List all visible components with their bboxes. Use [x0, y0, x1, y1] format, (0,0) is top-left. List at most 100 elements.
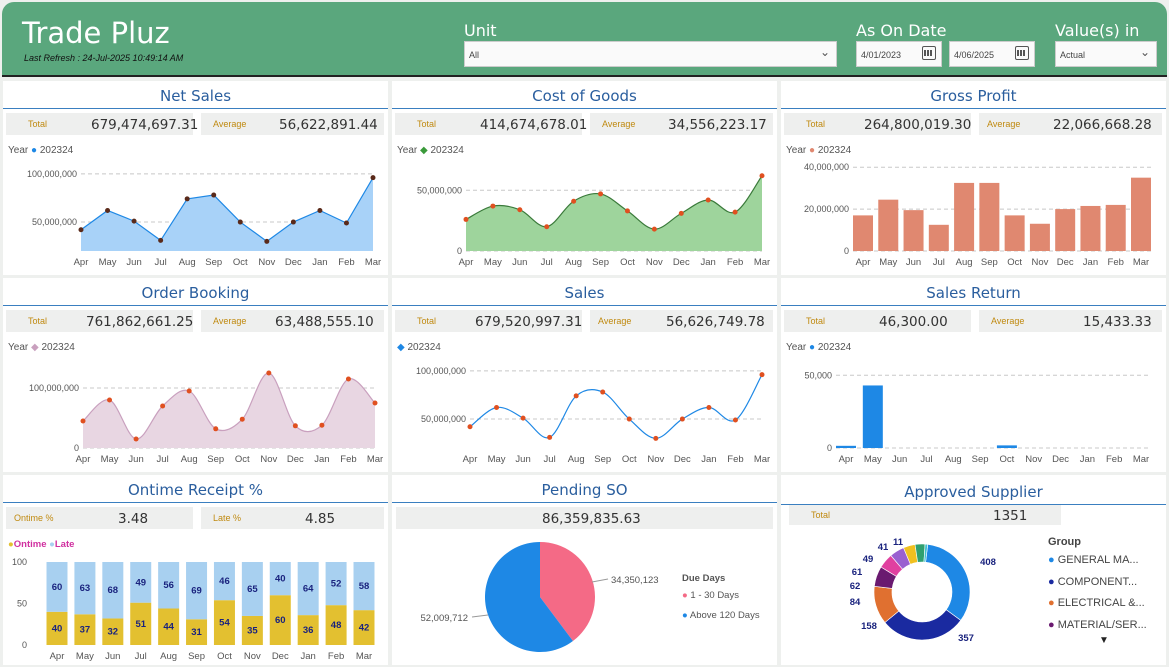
- date-from-field[interactable]: 4/01/2023: [856, 41, 942, 67]
- data-point: [184, 196, 190, 202]
- legend-title: Year: [8, 145, 29, 156]
- bar: [862, 385, 883, 448]
- x-tick-label: Apr: [839, 454, 854, 465]
- sales-chart: 100,000,000 50,000,000 Apr May Jun Jul Aug Sep O…: [416, 366, 770, 465]
- x-tick-label: Mar: [356, 651, 372, 662]
- data-point: [133, 436, 139, 442]
- x-tick-label: Jul: [135, 651, 147, 662]
- legend-title: Year: [786, 342, 807, 353]
- data-label: 65: [247, 584, 258, 595]
- header-divider: [2, 75, 1167, 77]
- data-point: [759, 372, 765, 378]
- title-underline: [3, 305, 388, 306]
- bar-late: [269, 562, 291, 596]
- legend-item: ● MATERIAL/SER...: [1048, 619, 1147, 631]
- x-tick-label: Jun: [892, 454, 907, 465]
- data-point: [317, 207, 323, 213]
- data-point: [463, 216, 469, 222]
- data-point: [343, 220, 349, 226]
- data-point: [600, 389, 606, 395]
- kpi-label: Average: [602, 119, 636, 129]
- data-point: [467, 424, 473, 430]
- sales-panel: Sales Total 679,520,997.31 Average 56,626,…: [392, 278, 777, 472]
- chart-legend: Year ● 202324: [786, 145, 851, 156]
- legend-dot-icon: ●: [1048, 554, 1058, 566]
- data-label: 40: [52, 623, 63, 634]
- x-tick-label: Feb: [338, 257, 354, 268]
- series-line: [80, 177, 374, 243]
- data-label: 64: [303, 584, 314, 595]
- calendar-icon[interactable]: [922, 46, 936, 60]
- y-tick-label: 0: [457, 246, 462, 256]
- legend-title: Group: [1048, 536, 1081, 548]
- y-tick-label: 100,000,000: [416, 366, 466, 376]
- kpi-label: Total: [811, 510, 831, 520]
- title-underline: [392, 305, 777, 306]
- legend-item: ● Above 120 Days: [682, 610, 760, 621]
- data-label: 35: [247, 625, 258, 636]
- x-tick-label: Jan: [1083, 257, 1098, 268]
- data-point: [678, 210, 684, 216]
- bar-ontime: [241, 615, 263, 645]
- legend-diamond-icon: ◆: [420, 145, 428, 156]
- panel-title: Net Sales: [159, 87, 232, 105]
- slice-label: 62: [850, 581, 861, 592]
- legend-label: 202324: [817, 145, 852, 156]
- bar: [1029, 223, 1050, 251]
- slice-label: 84: [850, 597, 861, 608]
- kpi-value: 34,556,223.17: [668, 117, 767, 133]
- x-tick-label: Mar: [1133, 257, 1149, 268]
- data-label: 60: [275, 615, 286, 626]
- kpi-average: Average 15,433.33: [979, 310, 1162, 332]
- x-tick-label: Sep: [207, 454, 224, 465]
- data-label: 40: [275, 574, 286, 585]
- leader-line: [471, 614, 489, 618]
- kpi-total: Total 761,862,661.25: [6, 310, 193, 332]
- x-tick-label: Jun: [128, 454, 143, 465]
- donut-slice: [925, 544, 971, 621]
- bar-late: [241, 562, 263, 616]
- x-tick-label: May: [101, 454, 119, 465]
- panel-title: Sales Return: [926, 284, 1021, 302]
- x-tick-label: Jul: [544, 454, 556, 465]
- data-point: [571, 198, 577, 204]
- y-tick-label: 50: [17, 599, 27, 609]
- data-point: [211, 192, 217, 198]
- kpi-value: 56,626,749.78: [666, 314, 765, 330]
- donut-slice: [923, 543, 929, 563]
- x-tick-label: Apr: [50, 651, 65, 662]
- bar-ontime: [186, 619, 208, 645]
- legend-label: 1 - 30 Days: [690, 590, 739, 601]
- scroll-down-icon[interactable]: ▼: [1099, 635, 1109, 646]
- values-in-dropdown[interactable]: Actual ⌄: [1055, 41, 1157, 67]
- data-point: [705, 197, 711, 203]
- kpi-value: 3.48: [118, 511, 149, 527]
- kpi-value: 414,674,678.01: [480, 117, 588, 133]
- kpi-total: Total 679,474,697.31: [6, 113, 198, 135]
- slice-label: 158: [861, 621, 877, 632]
- sales-return-chart: 50,000 0 Apr May Jun Jul Aug Sep Oct Nov Dec Jan Feb…: [804, 370, 1151, 465]
- date-to-field[interactable]: 4/06/2025: [949, 41, 1035, 67]
- legend-label: Late: [54, 539, 75, 550]
- kpi-total: Total 1351: [789, 505, 1061, 525]
- x-tick-label: Jul: [541, 257, 553, 268]
- kpi-average: Average 34,556,223.17: [590, 113, 773, 135]
- calendar-icon[interactable]: [1015, 46, 1029, 60]
- bar: [853, 215, 873, 251]
- title-underline: [392, 108, 777, 109]
- panel-title: Gross Profit: [930, 87, 1017, 105]
- bar-late: [46, 562, 68, 612]
- data-label: 46: [219, 576, 230, 587]
- pending-so-panel: Pending SO 86,359,835.63 Due Days ● 1 - …: [392, 475, 777, 665]
- kpi-average: Average 22,066,668.28: [979, 113, 1162, 135]
- data-label: 51: [135, 619, 146, 630]
- bar-late: [186, 562, 208, 620]
- slice-label: 61: [852, 567, 863, 578]
- x-tick-label: Sep: [981, 257, 998, 268]
- kpi-average: Average 63,488,555.10: [201, 310, 384, 332]
- legend-title: Year: [8, 342, 29, 353]
- unit-dropdown[interactable]: All ⌄: [464, 41, 837, 67]
- approved-supplier-panel: Approved Supplier Total 1351 Group ● GENE…: [781, 475, 1166, 665]
- kpi-average: Average 56,622,891.44: [201, 113, 384, 135]
- kpi-label: Ontime %: [14, 513, 54, 523]
